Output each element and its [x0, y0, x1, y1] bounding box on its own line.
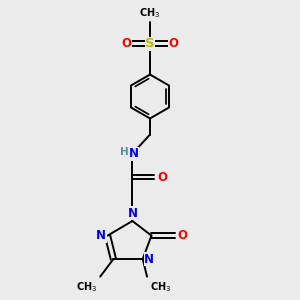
Text: O: O [168, 37, 178, 50]
Text: CH$_3$: CH$_3$ [150, 280, 171, 294]
Text: N: N [128, 206, 137, 220]
Text: O: O [122, 37, 132, 50]
Text: H: H [120, 147, 129, 158]
Text: N: N [96, 229, 106, 242]
Text: CH$_3$: CH$_3$ [76, 280, 97, 294]
Text: N: N [144, 253, 154, 266]
Text: N: N [129, 147, 139, 160]
Text: S: S [145, 37, 155, 50]
Text: O: O [178, 229, 188, 242]
Text: CH$_3$: CH$_3$ [140, 7, 160, 20]
Text: O: O [157, 170, 167, 184]
